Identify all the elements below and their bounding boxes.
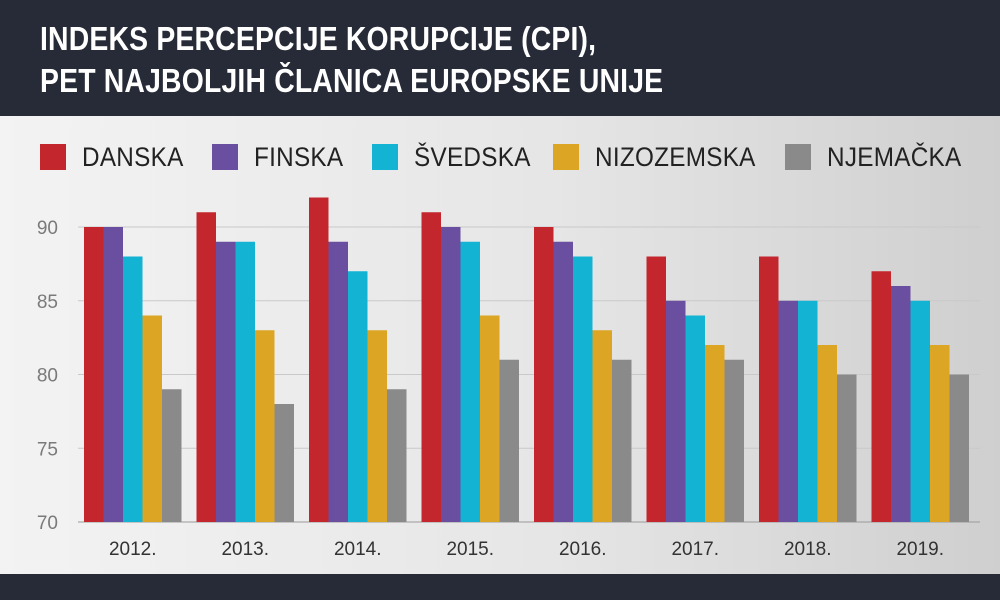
- footer-bar: [0, 574, 1000, 600]
- bar-nizozemska-2016: [592, 330, 612, 522]
- legend-swatch-nizozemska: [553, 144, 579, 170]
- bar-njemačka-2017: [724, 359, 744, 522]
- x-tick-label-2017: 2017.: [671, 539, 719, 560]
- bar-finska-2012: [103, 227, 123, 522]
- legend-swatch-svedska: [372, 144, 398, 170]
- bar-danska-2015: [421, 212, 441, 522]
- bar-danska-2014: [309, 197, 329, 522]
- bar-nizozemska-2017: [705, 345, 725, 522]
- bar-njemačka-2012: [162, 389, 182, 522]
- bar-danska-2017: [646, 256, 666, 522]
- header-bar: INDEKS PERCEPCIJE KORUPCIJE (CPI), PET N…: [0, 0, 1000, 116]
- bar-švedska-2018: [798, 300, 818, 522]
- bar-švedska-2012: [123, 256, 143, 522]
- legend-swatch-njemacka: [785, 144, 811, 170]
- x-tick-label-2013: 2013.: [221, 539, 269, 560]
- bar-danska-2019: [871, 271, 891, 522]
- y-tick-label-75: 75: [37, 439, 58, 460]
- bar-finska-2015: [441, 227, 461, 522]
- bar-nizozemska-2015: [480, 315, 500, 522]
- chart-title-line-1: INDEKS PERCEPCIJE KORUPCIJE (CPI),: [40, 20, 597, 57]
- bar-finska-2018: [778, 300, 798, 522]
- bar-švedska-2013: [235, 241, 255, 522]
- bar-finska-2019: [891, 286, 911, 522]
- bar-nizozemska-2014: [367, 330, 387, 522]
- x-tick-label-2014: 2014.: [334, 539, 382, 560]
- legend-swatch-finska: [212, 144, 238, 170]
- bar-švedska-2019: [910, 300, 930, 522]
- chart-title-line-2: PET NAJBOLJIH ČLANICA EUROPSKE UNIJE: [40, 62, 664, 99]
- bar-nizozemska-2012: [142, 315, 162, 522]
- bar-nizozemska-2018: [817, 345, 837, 522]
- bar-finska-2014: [328, 241, 348, 522]
- bar-finska-2013: [216, 241, 236, 522]
- bar-nizozemska-2019: [930, 345, 950, 522]
- bar-švedska-2015: [460, 241, 480, 522]
- legend-label-danska: DANSKA: [82, 142, 184, 172]
- bar-nizozemska-2013: [255, 330, 275, 522]
- bar-danska-2016: [534, 227, 554, 522]
- legend-label-finska: FINSKA: [254, 142, 344, 172]
- bar-finska-2017: [666, 300, 686, 522]
- y-tick-label-80: 80: [37, 366, 58, 387]
- y-tick-label-85: 85: [37, 292, 58, 313]
- bar-njemačka-2019: [949, 374, 969, 522]
- bar-švedska-2016: [573, 256, 593, 522]
- bar-danska-2013: [196, 212, 216, 522]
- bar-njemačka-2014: [387, 389, 407, 522]
- y-tick-label-70: 70: [37, 513, 58, 534]
- x-tick-label-2018: 2018.: [784, 539, 832, 560]
- bar-njemačka-2016: [612, 359, 632, 522]
- x-tick-label-2015: 2015.: [446, 539, 494, 560]
- bar-švedska-2017: [685, 315, 705, 522]
- bar-njemačka-2015: [499, 359, 519, 522]
- bar-švedska-2014: [348, 271, 368, 522]
- y-tick-label-90: 90: [37, 218, 58, 239]
- x-tick-label-2016: 2016.: [559, 539, 607, 560]
- x-tick-label-2019: 2019.: [896, 539, 944, 560]
- legend-label-svedska: ŠVEDSKA: [414, 142, 531, 172]
- x-tick-label-2012: 2012.: [109, 539, 157, 560]
- bar-danska-2012: [84, 227, 104, 522]
- legend-label-njemacka: NJEMAČKA: [827, 142, 962, 172]
- bar-njemačka-2018: [837, 374, 857, 522]
- legend-label-nizozemska: NIZOZEMSKA: [595, 142, 756, 172]
- chart-legend: DANSKA FINSKA ŠVEDSKA NIZOZEMSKA NJEMAČK…: [0, 140, 1000, 176]
- bar-njemačka-2013: [274, 404, 294, 522]
- bar-finska-2016: [553, 241, 573, 522]
- legend-swatch-danska: [40, 144, 66, 170]
- bar-danska-2018: [759, 256, 779, 522]
